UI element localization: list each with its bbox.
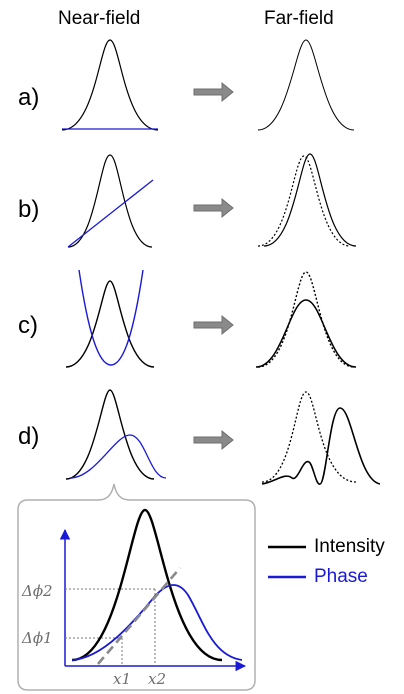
legend-phase-label: Phase	[314, 566, 368, 587]
row-c-far-reference	[257, 271, 355, 368]
row-b-near-intensity	[67, 154, 153, 248]
far-field-title: Far-field	[264, 8, 334, 29]
row-c-near-intensity	[65, 280, 155, 368]
near-field-title: Near-field	[58, 8, 141, 29]
row-d-arrow	[193, 429, 234, 451]
row-d-near-intensity	[65, 389, 155, 480]
legend-intensity-label: Intensity	[314, 536, 385, 557]
row-label-b: b)	[18, 196, 40, 223]
row-b-near-panel	[67, 154, 154, 248]
row-d-near-panel	[65, 389, 167, 480]
row-d-far-reference	[261, 391, 357, 483]
inset-guides	[65, 588, 156, 666]
row-c-far-intensity	[255, 299, 357, 368]
row-b-arrow	[193, 197, 234, 219]
inset-x2-label: x2	[148, 670, 166, 688]
row-c-near-phase	[78, 269, 144, 366]
row-c-far-panel	[255, 271, 357, 368]
row-a-near-intensity	[61, 39, 159, 131]
row-label-a: a)	[18, 84, 40, 111]
row-a-near-panel	[61, 39, 159, 131]
inset-dphi2-label: Δϕ2	[21, 582, 53, 600]
row-a-far-intensity	[257, 39, 355, 131]
row-b-near-phase	[67, 179, 154, 248]
row-label-c: c)	[18, 312, 38, 339]
row-a-arrow	[193, 81, 234, 103]
row-b-far-reference	[257, 155, 351, 247]
row-d-near-phase	[69, 434, 167, 479]
row-c-arrow	[193, 314, 234, 336]
row-c-near-panel	[65, 269, 155, 368]
row-b-far-intensity	[263, 153, 357, 247]
row-label-d: d)	[18, 423, 40, 450]
inset-dphi1-label: Δϕ1	[21, 629, 53, 647]
row-d-far-panel	[261, 391, 381, 485]
row-a-far-panel	[257, 39, 355, 131]
inset-x1-label: x1	[113, 670, 131, 688]
row-b-far-panel	[257, 153, 357, 247]
inset-phase-curve	[71, 584, 243, 661]
inset-intensity-curve	[71, 508, 223, 662]
inset-tangent-line	[97, 567, 181, 665]
row-d-far-intensity	[261, 407, 381, 485]
